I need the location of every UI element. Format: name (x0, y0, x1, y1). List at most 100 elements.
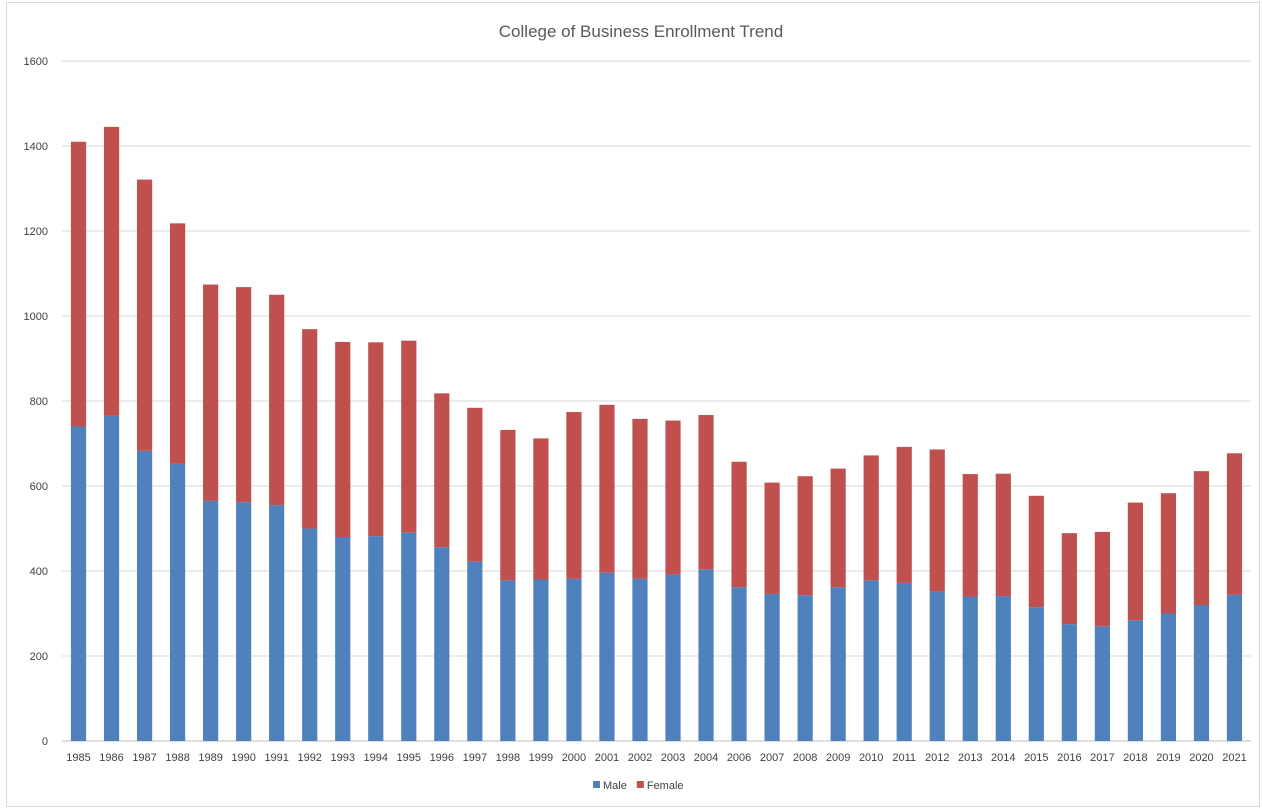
y-tick-label: 1400 (24, 141, 48, 153)
bar-male-2006 (731, 587, 747, 741)
x-tick-label: 1999 (529, 752, 553, 764)
bar-male-2017 (1094, 626, 1110, 741)
bar-male-2008 (797, 595, 813, 741)
bar-female-1999 (533, 438, 549, 580)
x-tick-label: 2011 (892, 752, 916, 764)
x-tick-label: 1992 (297, 752, 321, 764)
bar-female-2015 (1028, 495, 1044, 608)
chart-frame: College of Business Enrollment Trend 0 20… (6, 2, 1260, 807)
bar-female-1994 (368, 342, 384, 537)
x-tick-label: 2015 (1024, 752, 1048, 764)
bar-male-1999 (533, 579, 549, 741)
x-tick-label: 2020 (1189, 752, 1213, 764)
legend: Male Female (593, 780, 684, 792)
y-tick-label: 1000 (24, 311, 48, 323)
bar-female-1992 (302, 329, 318, 529)
x-tick-label: 2017 (1090, 752, 1114, 764)
bar-female-2021 (1226, 453, 1243, 595)
x-tick-label: 2009 (826, 752, 850, 764)
x-tick-label: 1996 (430, 752, 454, 764)
x-tick-label: 1991 (264, 752, 288, 764)
x-tick-label: 1990 (231, 752, 255, 764)
x-tick-label: 1989 (198, 752, 222, 764)
bar-male-2011 (896, 582, 912, 741)
bar-female-2004 (698, 415, 714, 570)
y-tick-label: 400 (30, 566, 48, 578)
bar-male-2010 (863, 580, 879, 741)
bar-male-1989 (203, 500, 219, 741)
bar-female-1987 (136, 179, 153, 451)
bar-female-2007 (764, 482, 780, 594)
gridlines (62, 60, 1251, 742)
x-tick-label: 2019 (1156, 752, 1180, 764)
bar-male-2013 (962, 596, 978, 741)
bar-female-2013 (962, 474, 978, 597)
bar-female-1985 (70, 141, 87, 427)
bar-female-2010 (863, 455, 879, 581)
y-axis-ticks: 0 200 400 600 800 1000 1200 1400 1600 (24, 56, 48, 748)
bar-female-1991 (269, 294, 285, 506)
bar-female-2012 (929, 449, 945, 592)
x-tick-label: 1985 (66, 752, 90, 764)
bar-male-2012 (929, 591, 945, 741)
bar-male-1985 (70, 426, 87, 741)
bar-female-1986 (103, 126, 120, 416)
bar-male-2016 (1061, 624, 1077, 741)
bar-male-2000 (566, 578, 582, 741)
bar-male-1994 (368, 536, 384, 741)
legend-swatch-female (636, 781, 644, 788)
x-tick-label: 2007 (760, 752, 784, 764)
bar-male-2003 (665, 574, 681, 741)
bar-female-1998 (500, 429, 516, 581)
bar-female-2020 (1193, 471, 1210, 605)
y-tick-label: 1600 (24, 56, 48, 68)
bar-male-2020 (1193, 605, 1210, 741)
x-tick-label: 2006 (727, 752, 751, 764)
bars (70, 126, 1243, 741)
bar-female-2016 (1061, 533, 1077, 625)
stacked-bar-chart: College of Business Enrollment Trend 0 20… (24, 22, 1251, 792)
bar-male-2015 (1028, 607, 1044, 741)
bar-female-2019 (1160, 493, 1177, 614)
x-tick-label: 2001 (595, 752, 619, 764)
y-tick-label: 1200 (24, 226, 48, 238)
bar-female-1990 (236, 287, 252, 503)
bar-female-2011 (896, 446, 912, 583)
bar-female-2017 (1094, 531, 1110, 627)
bar-female-1995 (401, 340, 417, 533)
x-tick-label: 2002 (628, 752, 652, 764)
bar-male-2014 (995, 596, 1011, 741)
y-tick-label: 0 (42, 736, 48, 748)
y-tick-label: 600 (30, 481, 48, 493)
y-tick-label: 200 (30, 651, 48, 663)
bar-female-2003 (665, 420, 681, 575)
x-tick-label: 1986 (99, 752, 123, 764)
bar-female-1997 (467, 407, 483, 562)
bar-male-1995 (401, 532, 417, 741)
x-tick-label: 2021 (1222, 752, 1246, 764)
bar-male-1996 (434, 547, 450, 741)
x-tick-label: 1998 (496, 752, 520, 764)
bar-female-1988 (170, 223, 186, 464)
x-tick-label: 2010 (859, 752, 883, 764)
bar-male-2002 (632, 578, 648, 741)
bar-female-2018 (1127, 502, 1143, 621)
x-tick-label: 1993 (330, 752, 354, 764)
bar-male-1992 (302, 528, 318, 741)
x-tick-label: 1988 (165, 752, 189, 764)
bar-male-1986 (103, 415, 120, 741)
bar-male-1997 (467, 561, 483, 741)
bar-male-1998 (500, 580, 516, 741)
x-tick-label: 2000 (562, 752, 586, 764)
x-axis-ticks: 1985 1986 1987 1988 1989 1990 1991 1992 1993 1994… (66, 752, 1246, 764)
bar-female-2001 (599, 404, 615, 573)
bar-female-2008 (797, 476, 813, 596)
bar-female-2009 (830, 468, 846, 588)
bar-female-1996 (434, 393, 450, 548)
bar-male-1991 (269, 505, 285, 741)
bar-female-2014 (995, 473, 1011, 597)
x-tick-label: 2016 (1057, 752, 1081, 764)
bar-female-1989 (203, 284, 219, 501)
bar-female-2006 (731, 461, 747, 588)
bar-male-1988 (170, 463, 186, 741)
